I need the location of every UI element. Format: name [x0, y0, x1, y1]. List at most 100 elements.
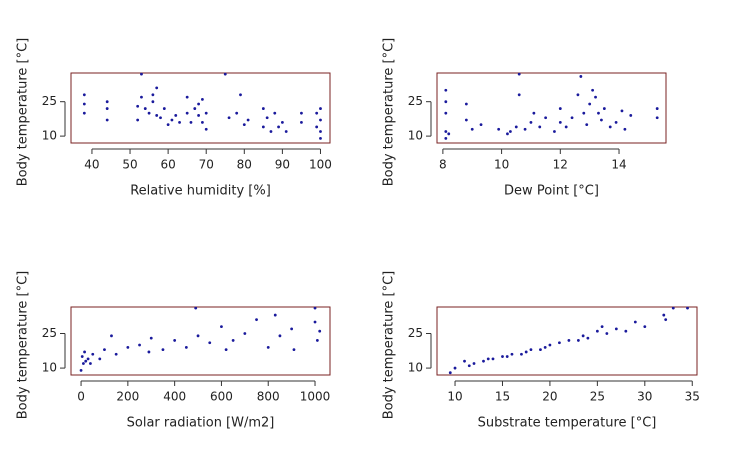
point: [671, 306, 675, 310]
plot-box: [70, 72, 331, 144]
point: [517, 72, 521, 76]
point: [582, 111, 586, 115]
point: [126, 345, 130, 349]
y-tick-label: 25: [42, 326, 57, 340]
point: [517, 93, 521, 97]
point: [319, 118, 322, 122]
point: [110, 334, 113, 338]
y-tick-label: 10: [42, 129, 57, 143]
y-tick-label: 10: [42, 361, 57, 375]
point: [105, 100, 109, 104]
point: [178, 120, 181, 124]
point: [235, 111, 239, 115]
point: [231, 339, 235, 342]
point: [544, 116, 548, 120]
y-tick-label: 25: [408, 326, 423, 340]
point: [576, 339, 580, 342]
point: [82, 102, 86, 106]
point: [242, 123, 246, 127]
x-tick-label: 600: [210, 390, 233, 404]
plot-box: [70, 306, 331, 376]
point: [201, 97, 204, 101]
point: [464, 118, 468, 122]
point: [86, 357, 90, 361]
point: [497, 127, 501, 131]
point: [447, 132, 451, 136]
point: [532, 111, 536, 115]
point: [558, 341, 561, 345]
point: [594, 95, 597, 99]
x-tick-label: 35: [685, 390, 700, 404]
x-tick-label: 50: [122, 158, 137, 172]
point: [595, 329, 599, 333]
point: [273, 313, 277, 317]
point: [278, 334, 282, 338]
point: [174, 114, 178, 117]
x-axis-label: Substrate temperature [°C]: [478, 416, 657, 431]
point: [239, 93, 242, 97]
point: [91, 352, 95, 356]
point: [105, 118, 109, 122]
point: [136, 118, 140, 122]
point: [300, 111, 303, 115]
point: [184, 345, 188, 349]
point: [155, 114, 159, 117]
point: [189, 120, 193, 124]
point: [491, 357, 495, 361]
point: [147, 111, 151, 115]
point: [614, 327, 618, 331]
point: [614, 120, 618, 124]
point: [579, 75, 583, 78]
y-axis-label: Body temperature [°C]: [16, 271, 31, 420]
point: [114, 352, 118, 356]
point: [464, 102, 468, 106]
point: [173, 339, 177, 342]
point: [82, 362, 85, 365]
point: [255, 318, 258, 322]
point: [223, 72, 227, 76]
point: [315, 339, 319, 342]
point: [170, 118, 174, 122]
point: [520, 352, 523, 356]
point: [453, 366, 457, 370]
point: [508, 130, 512, 133]
point: [444, 130, 448, 133]
point: [98, 357, 102, 361]
point: [318, 329, 322, 333]
point: [201, 120, 204, 124]
point: [261, 107, 265, 110]
point: [319, 130, 322, 133]
point: [277, 125, 280, 129]
point: [529, 120, 533, 124]
point: [585, 123, 589, 127]
point: [567, 339, 571, 342]
y-tick-label: 10: [408, 129, 423, 143]
point: [479, 123, 483, 127]
point: [197, 102, 200, 106]
point: [80, 355, 84, 358]
point: [570, 116, 574, 120]
point: [501, 355, 504, 358]
point: [581, 334, 585, 338]
point: [319, 107, 322, 110]
point: [662, 313, 666, 317]
point: [204, 127, 208, 131]
point: [655, 116, 659, 120]
point: [467, 364, 471, 368]
point: [161, 348, 165, 352]
x-tick-label: 15: [495, 390, 510, 404]
point: [82, 93, 86, 97]
point: [319, 137, 322, 140]
point: [138, 343, 141, 347]
point: [204, 111, 208, 115]
point: [444, 111, 448, 115]
point: [514, 125, 518, 129]
point: [472, 362, 476, 365]
point: [300, 120, 303, 124]
x-tick-label: 0: [77, 390, 85, 404]
point: [506, 132, 509, 136]
point: [486, 357, 490, 361]
point: [313, 306, 317, 310]
point: [586, 336, 590, 340]
